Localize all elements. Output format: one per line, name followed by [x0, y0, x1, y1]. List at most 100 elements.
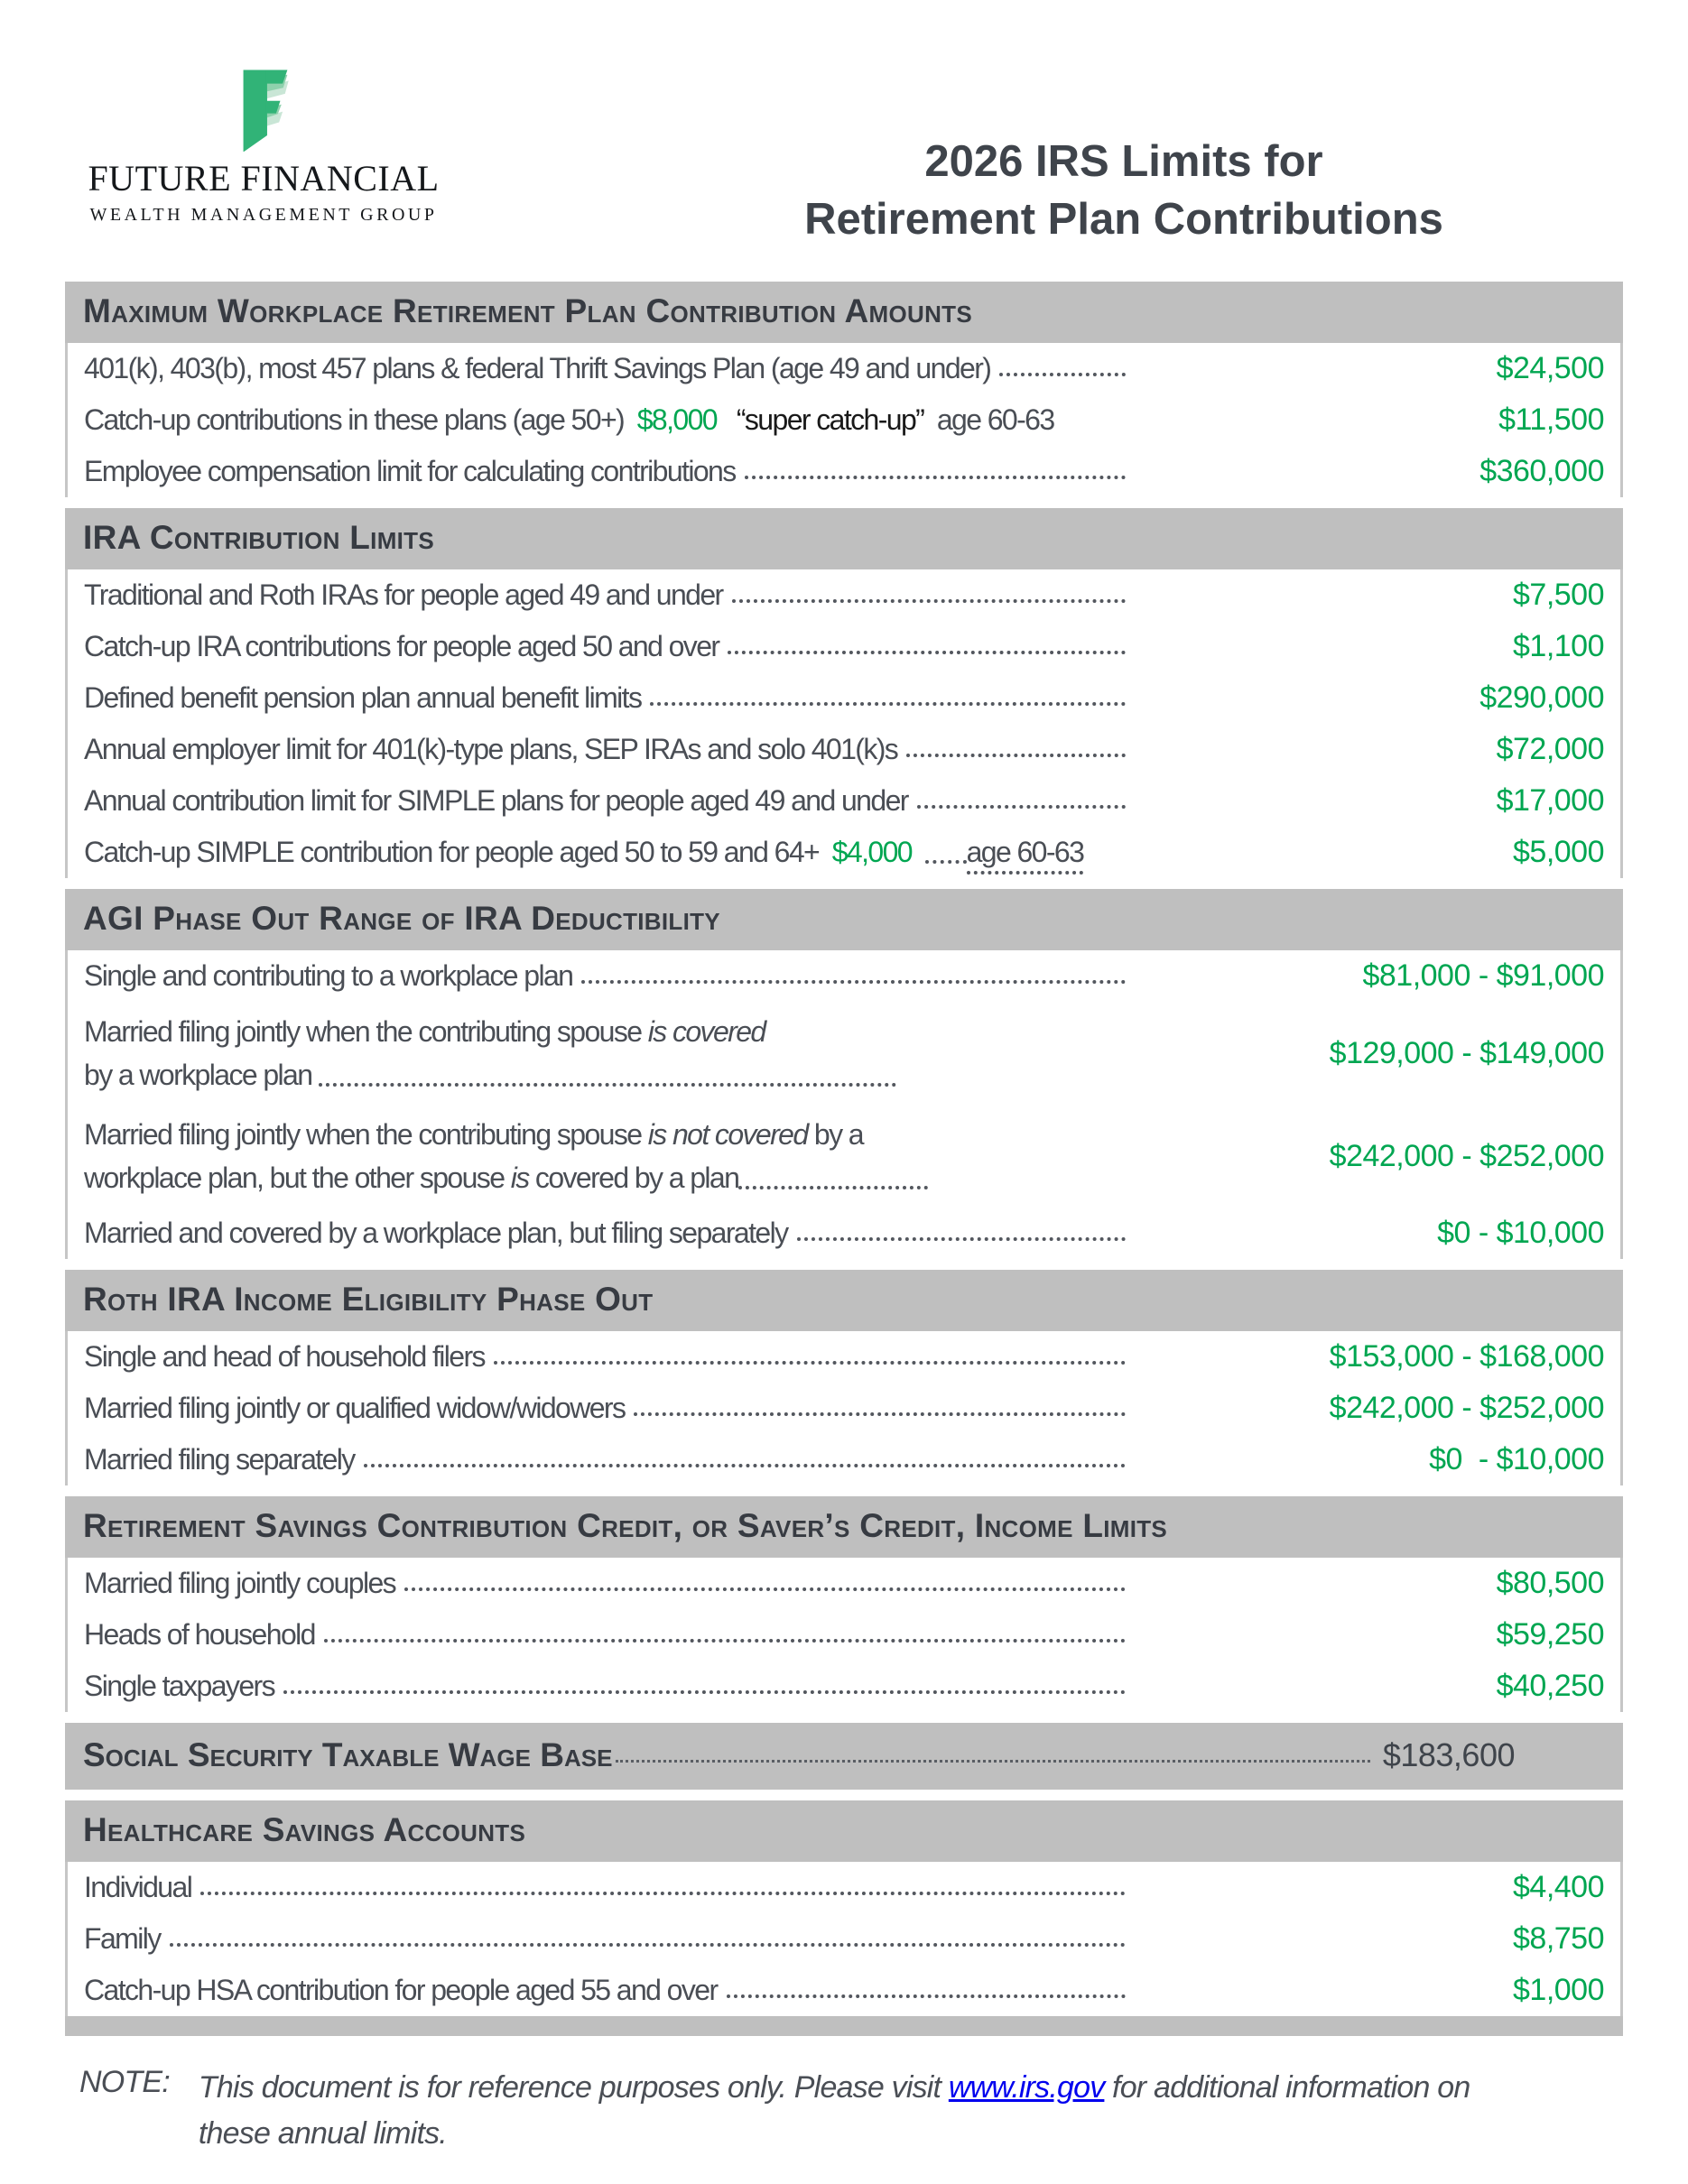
row-label: Annual contribution limit for SIMPLE pla…: [84, 784, 909, 817]
row-value: $4,400: [1513, 1870, 1605, 1904]
dot-leader: [916, 805, 1126, 809]
section-hsa: Healthcare Savings Accounts Individual $…: [65, 1800, 1623, 2036]
table-row: Annual contribution limit for SIMPLE pla…: [68, 775, 1620, 827]
row-label: Married filing jointly or qualified wido…: [84, 1392, 626, 1424]
table-row: Catch-up contributions in these plans (a…: [68, 394, 1620, 446]
page-title-line1: 2026 IRS Limits for: [924, 137, 1323, 186]
row-value: $80,500: [1496, 1566, 1605, 1600]
section-rows: Traditional and Roth IRAs for people age…: [65, 569, 1623, 878]
section-header: IRA Contribution Limits: [65, 508, 1623, 569]
row-value: $153,000 - $168,000: [1329, 1339, 1605, 1374]
page-title: 2026 IRS Limits for Retirement Plan Cont…: [695, 134, 1553, 248]
dot-leader: [634, 1412, 1126, 1416]
table-row: Single taxpayers $40,250: [68, 1661, 1620, 1712]
dot-leader: [999, 373, 1126, 376]
social-security-label: Social Security Taxable Wage Base: [83, 1736, 613, 1773]
row-label: Single taxpayers: [84, 1670, 276, 1702]
dot-leader: [616, 1760, 1370, 1763]
row-label: Traditional and Roth IRAs for people age…: [84, 578, 724, 611]
future-financial-f-icon: [243, 69, 289, 152]
section-max-workplace: Maximum Workplace Retirement Plan Contri…: [65, 282, 1623, 497]
row-value: $1,000: [1513, 1973, 1605, 2007]
row-label: Catch-up SIMPLE contribution for people …: [84, 836, 1085, 875]
row-value: $1,100: [1513, 629, 1605, 663]
row-label: Heads of household: [84, 1618, 316, 1651]
row-label: Catch-up IRA contributions for people ag…: [84, 630, 720, 662]
row-label: 401(k), 403(b), most 457 plans & federal…: [84, 352, 992, 384]
row-label: Employee compensation limit for calculat…: [84, 455, 737, 487]
table-row: Catch-up IRA contributions for people ag…: [68, 621, 1620, 672]
row-label: Married filing jointly when the contribu…: [84, 1015, 896, 1091]
table-row: Catch-up HSA contribution for people age…: [68, 1965, 1620, 2016]
footnote: NOTE: This document is for reference pur…: [79, 2065, 1688, 2157]
table-bottom-bar: [65, 2016, 1623, 2036]
row-value: $242,000 - $252,000: [1329, 1138, 1605, 1173]
section-social-security: Social Security Taxable Wage Base $183,6…: [65, 1723, 1623, 1790]
dot-leader: [404, 1587, 1126, 1591]
section-header-label: IRA Contribution Limits: [83, 519, 434, 556]
section-header: Healthcare Savings Accounts: [65, 1800, 1623, 1862]
page-header: FUTURE FINANCIAL WEALTH MANAGEMENT GROUP…: [0, 0, 1688, 271]
section-agi-phase-out: AGI Phase Out Range of IRA Deductibility…: [65, 889, 1623, 1259]
table-row: Defined benefit pension plan annual bene…: [68, 672, 1620, 724]
section-roth-phase-out: Roth IRA Income Eligibility Phase Out Si…: [65, 1270, 1623, 1485]
row-label: Annual employer limit for 401(k)-type pl…: [84, 733, 899, 765]
dot-leader: [728, 651, 1126, 654]
section-ira-limits: IRA Contribution Limits Traditional and …: [65, 508, 1623, 878]
row-value: $7,500: [1513, 578, 1605, 612]
row-label: Married and covered by a workplace plan,…: [84, 1217, 789, 1249]
row-label: Defined benefit pension plan annual bene…: [84, 681, 643, 714]
dot-leader: [323, 1639, 1126, 1643]
row-label: Married filing jointly when the contribu…: [84, 1118, 929, 1194]
row-value: $8,750: [1513, 1921, 1605, 1956]
section-header: Maximum Workplace Retirement Plan Contri…: [65, 282, 1623, 343]
section-header-label: Maximum Workplace Retirement Plan Contri…: [83, 292, 972, 329]
row-value: $11,500: [1498, 403, 1604, 437]
section-header: Retirement Savings Contribution Credit, …: [65, 1496, 1623, 1558]
row-value: $59,250: [1496, 1617, 1605, 1652]
row-label: Single and head of household filers: [84, 1340, 487, 1373]
row-value: $5,000: [1513, 835, 1605, 869]
row-label: Catch-up contributions in these plans (a…: [84, 403, 1055, 436]
row-value: $242,000 - $252,000: [1329, 1391, 1605, 1425]
table-row: Employee compensation limit for calculat…: [68, 446, 1620, 497]
row-label: Married filing jointly couples: [84, 1567, 397, 1599]
brand-tagline: WEALTH MANAGEMENT GROUP: [89, 205, 438, 225]
section-header-label: Roth IRA Income Eligibility Phase Out: [83, 1281, 654, 1318]
table-row: 401(k), 403(b), most 457 plans & federal…: [68, 343, 1620, 394]
page-title-line2: Retirement Plan Contributions: [804, 194, 1443, 244]
brand-wordmark: FUTURE FINANCIAL: [88, 158, 440, 199]
section-header: AGI Phase Out Range of IRA Deductibility: [65, 889, 1623, 950]
irs-gov-link[interactable]: www.irs.gov: [948, 2070, 1105, 2105]
row-value: $40,250: [1496, 1669, 1605, 1703]
table-row: Catch-up SIMPLE contribution for people …: [68, 827, 1620, 878]
footnote-body: This document is for reference purposes …: [198, 2070, 1470, 2151]
row-value: $17,000: [1496, 783, 1605, 818]
row-value: $72,000: [1496, 732, 1605, 766]
dot-leader: [726, 1994, 1126, 1998]
section-header: Roth IRA Income Eligibility Phase Out: [65, 1270, 1623, 1331]
dot-leader: [796, 1237, 1126, 1241]
dot-leader: [650, 702, 1126, 706]
row-label: Family: [84, 1922, 162, 1955]
brand-logo: FUTURE FINANCIAL WEALTH MANAGEMENT GROUP: [56, 67, 471, 226]
table-row: Married filing jointly when the contribu…: [68, 1105, 1620, 1208]
dot-leader: [169, 1943, 1126, 1947]
section-header-label: AGI Phase Out Range of IRA Deductibility: [83, 900, 720, 937]
dot-leader: [363, 1464, 1126, 1467]
section-savers-credit: Retirement Savings Contribution Credit, …: [65, 1496, 1623, 1712]
table-row: Single and head of household filers $153…: [68, 1331, 1620, 1383]
dot-leader: [283, 1690, 1126, 1694]
row-value: $290,000: [1479, 680, 1604, 715]
table-row: Married filing jointly or qualified wido…: [68, 1383, 1620, 1434]
dot-leader: [744, 476, 1126, 479]
row-value: $360,000: [1479, 454, 1604, 488]
section-rows: Married filing jointly couples $80,500 H…: [65, 1558, 1623, 1712]
table-row: Annual employer limit for 401(k)-type pl…: [68, 724, 1620, 775]
dot-leader: [493, 1361, 1126, 1365]
table-row: Married and covered by a workplace plan,…: [68, 1208, 1620, 1259]
footnote-prefix: NOTE:: [79, 2065, 171, 2099]
row-value: $81,000 - $91,000: [1362, 958, 1604, 993]
dot-leader: [731, 599, 1126, 603]
